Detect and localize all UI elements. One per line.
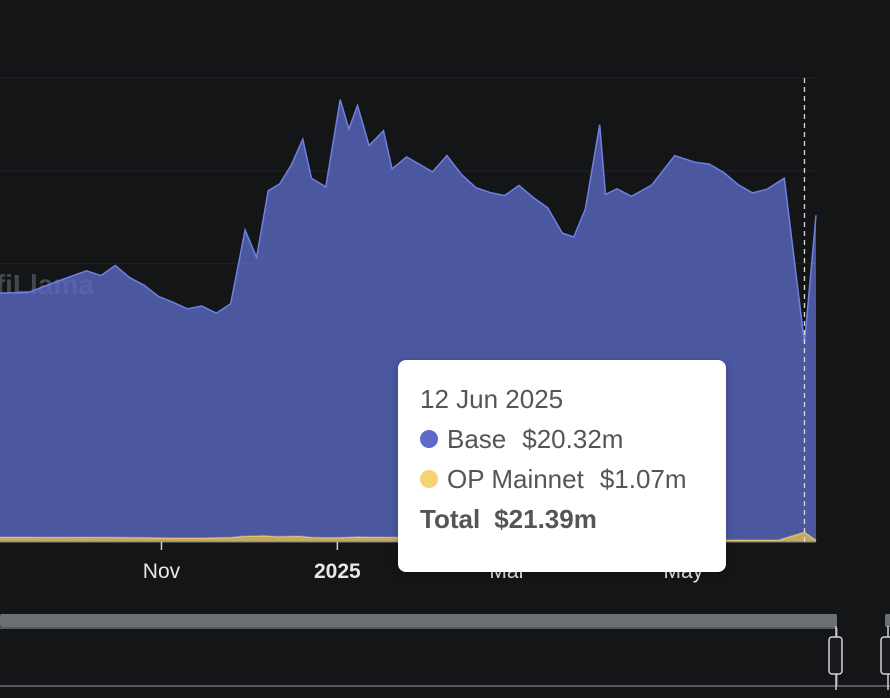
tooltip-total-label: Total [420,504,481,534]
tooltip-row-op-mainnet: OP Mainnet $1.07m [420,466,704,492]
slider-track-right [885,614,890,627]
range-slider[interactable] [0,614,890,690]
tooltip-series-name: OP Mainnet [447,464,584,494]
handle-grip[interactable] [880,636,890,675]
slider-track [0,614,837,627]
chart-tooltip: 12 Jun 2025 Base $20.32m OP Mainnet $1.0… [398,360,726,572]
series-dot-icon [420,430,438,448]
tooltip-series-value: $1.07m [599,464,687,494]
tooltip-total-value: $21.39m [494,504,597,534]
slider-handle-right[interactable] [828,626,843,690]
x-tick-label: 2025 [314,560,361,583]
x-tick-label: Nov [143,560,181,583]
tooltip-date: 12 Jun 2025 [420,384,564,414]
tooltip-total: Total $21.39m [420,506,704,532]
tooltip-series-value: $20.32m [522,424,624,454]
handle-grip[interactable] [828,636,843,675]
series-line-base [0,99,817,344]
slider-handle-far-right[interactable] [880,626,890,690]
tooltip-series-name: Base [447,424,507,454]
series-dot-icon [420,470,438,488]
tooltip-row-base: Base $20.32m [420,426,704,452]
series-area-op-mainnet [0,532,816,542]
